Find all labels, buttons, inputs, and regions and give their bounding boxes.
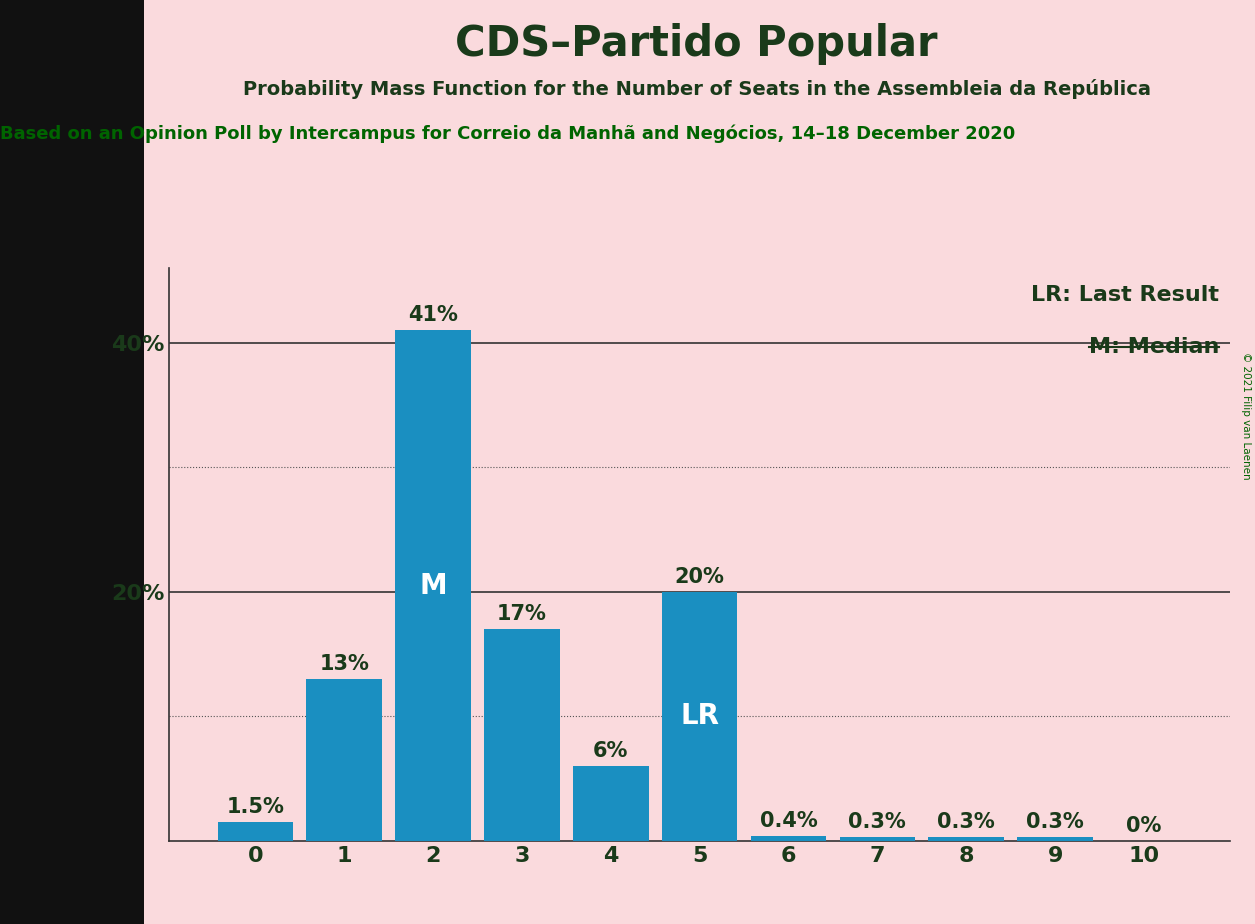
Text: M: M [419,572,447,600]
Text: 17%: 17% [497,604,547,624]
Text: 0.3%: 0.3% [937,812,995,833]
Text: Probability Mass Function for the Number of Seats in the Assembleia da República: Probability Mass Function for the Number… [242,79,1151,99]
Text: 0.3%: 0.3% [848,812,906,833]
Text: © 2021 Filip van Laenen: © 2021 Filip van Laenen [1241,352,1251,480]
Bar [574,766,649,841]
Text: 0%: 0% [1126,816,1162,836]
Bar [484,629,560,841]
Bar [929,837,1004,841]
Text: 0.4%: 0.4% [759,811,817,831]
Text: 20%: 20% [675,566,724,587]
Text: 0.3%: 0.3% [1027,812,1084,833]
Bar [1018,837,1093,841]
Text: Based on an Opinion Poll by Intercampus for Correio da Manhã and Negócios, 14–18: Based on an Opinion Poll by Intercampus … [0,125,1015,143]
Text: 13%: 13% [319,654,369,674]
Text: M: Median: M: Median [1089,336,1220,357]
Bar [395,330,471,841]
Text: LR: LR [680,702,719,730]
Bar [306,679,382,841]
Text: 6%: 6% [594,741,629,761]
Text: 1.5%: 1.5% [226,797,285,817]
Text: CDS–Partido Popular: CDS–Partido Popular [456,23,937,65]
Bar [840,837,915,841]
Bar [217,822,294,841]
Text: LR: Last Result: LR: Last Result [1032,286,1220,305]
Text: 41%: 41% [408,305,458,325]
Bar [661,591,738,841]
Bar [750,836,826,841]
